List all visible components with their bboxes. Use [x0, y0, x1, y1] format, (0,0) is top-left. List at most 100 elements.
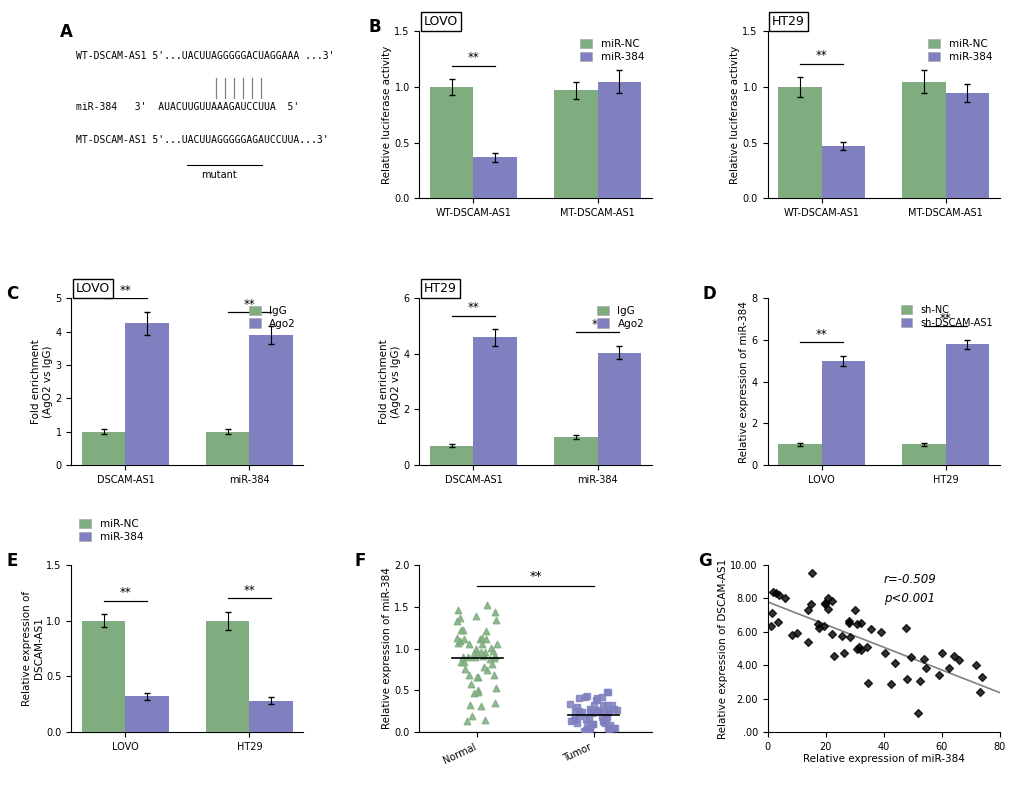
Point [915, 653, 931, 666]
Point [598, 698, 614, 711]
Bar [206, 621, 250, 732]
Bar [945, 344, 988, 465]
Point [451, 634, 468, 647]
Point [488, 638, 504, 651]
Point [454, 633, 471, 645]
Point [802, 598, 818, 611]
Text: **: ** [591, 317, 603, 331]
Point [971, 686, 987, 699]
Point [929, 668, 946, 681]
Point [571, 692, 587, 704]
Point [459, 715, 475, 727]
Point [474, 631, 490, 644]
Point [584, 707, 600, 719]
Point [841, 615, 857, 628]
Bar [901, 82, 945, 198]
Point [451, 612, 468, 625]
Point [898, 673, 914, 685]
Bar [777, 87, 820, 198]
Point [474, 638, 490, 651]
Bar [901, 444, 945, 465]
Point [482, 642, 498, 655]
Point [858, 641, 874, 653]
Point [581, 721, 597, 733]
Point [605, 703, 622, 715]
Text: **: ** [529, 570, 541, 582]
Point [580, 712, 596, 725]
Point [466, 686, 482, 699]
Bar [945, 93, 988, 198]
Point [486, 697, 502, 710]
Bar [553, 438, 597, 465]
Point [455, 656, 472, 668]
Point [584, 706, 600, 719]
Point [574, 706, 590, 719]
Point [561, 698, 578, 711]
Point [477, 633, 493, 645]
Text: B: B [368, 18, 381, 36]
Point [474, 649, 490, 662]
Point [566, 714, 582, 726]
Bar [553, 91, 597, 198]
Point [825, 649, 842, 662]
Point [909, 707, 925, 719]
Point [940, 662, 956, 674]
Point [571, 710, 587, 722]
Text: HT29: HT29 [424, 282, 457, 294]
Point [585, 718, 601, 730]
Point [836, 646, 852, 659]
Point [487, 650, 503, 663]
Legend: sh-NC, sh-DSCAM-AS1: sh-NC, sh-DSCAM-AS1 [898, 303, 994, 330]
Point [814, 619, 830, 632]
Point [449, 604, 466, 617]
Text: p<0.001: p<0.001 [882, 592, 933, 605]
Legend: miR-NC, miR-384: miR-NC, miR-384 [76, 517, 145, 545]
Point [568, 701, 584, 714]
Point [911, 675, 927, 688]
Text: A: A [60, 23, 72, 41]
Point [841, 616, 857, 629]
Point [763, 607, 780, 619]
Point [470, 684, 486, 696]
Point [478, 625, 494, 637]
Point [457, 663, 473, 675]
Text: D: D [702, 285, 715, 303]
Point [581, 704, 597, 717]
Point [597, 711, 613, 724]
Text: **: ** [815, 49, 826, 62]
Point [585, 698, 601, 711]
Point [810, 621, 826, 634]
Point [452, 624, 469, 637]
Legend: miR-NC, miR-384: miR-NC, miR-384 [925, 37, 994, 64]
Point [577, 691, 593, 704]
Point [475, 648, 491, 661]
Text: WT-DSCAM-AS1 5'...UACUUAGGGGGACUAGGAAA ...3': WT-DSCAM-AS1 5'...UACUUAGGGGGACUAGGAAA .… [76, 51, 334, 61]
Bar [473, 157, 517, 198]
Point [841, 630, 857, 643]
Point [467, 651, 483, 663]
Point [603, 698, 620, 711]
Point [852, 617, 868, 630]
Point [582, 721, 598, 733]
Y-axis label: Relative expression of miR-384: Relative expression of miR-384 [738, 301, 748, 463]
Point [945, 650, 961, 663]
Point [472, 633, 488, 645]
Point [595, 699, 611, 711]
Point [473, 645, 489, 658]
Point [567, 713, 583, 726]
Point [577, 724, 593, 737]
Point [484, 658, 500, 671]
Point [462, 678, 478, 690]
Text: **: ** [119, 586, 131, 599]
Point [454, 624, 471, 637]
Y-axis label: Relative luciferase activity: Relative luciferase activity [381, 46, 391, 184]
Point [579, 689, 595, 702]
Point [881, 678, 898, 690]
Y-axis label: Relative luciferase activity: Relative luciferase activity [729, 46, 739, 184]
Point [846, 604, 862, 617]
Point [486, 652, 502, 664]
Point [770, 589, 787, 601]
Bar [125, 696, 169, 732]
Point [862, 623, 878, 635]
Text: C: C [6, 285, 18, 303]
